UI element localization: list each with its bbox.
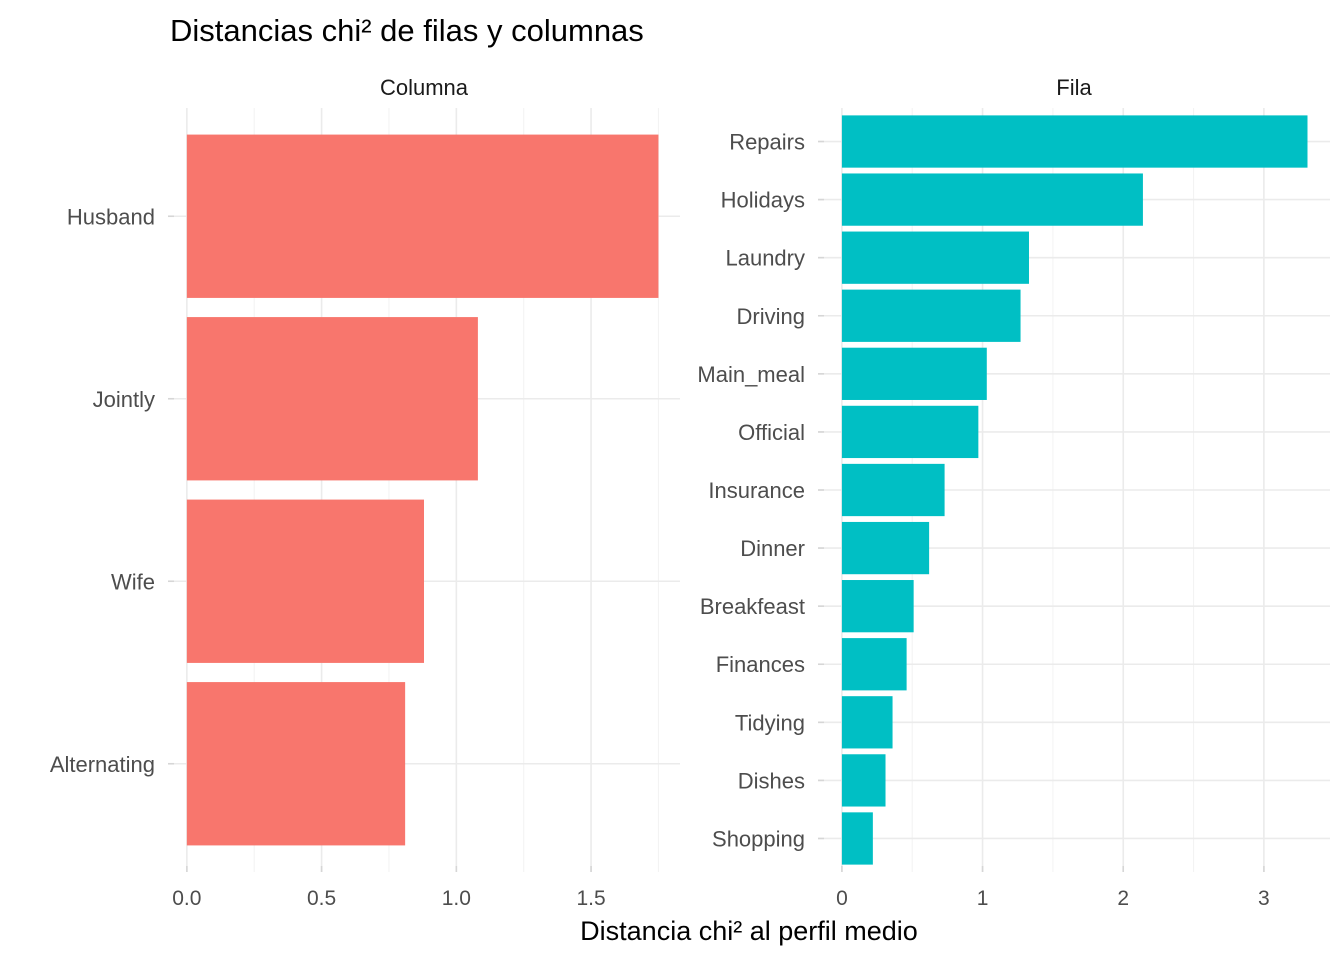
y-tick-label: Holidays (721, 188, 805, 213)
bar-dinner (841, 521, 930, 575)
x-tick-label: 2 (1117, 887, 1129, 910)
y-tick-label: Laundry (725, 246, 805, 271)
y-tick-label: Dishes (738, 768, 805, 793)
chart-title: Distancias chi² de filas y columnas (170, 13, 644, 48)
y-tick-label: Wife (111, 569, 155, 594)
bar-husband (186, 134, 659, 298)
bar-tidying (841, 696, 893, 749)
y-tick-label: Official (738, 420, 805, 445)
panel-strip-label: Columna (380, 75, 469, 100)
bar-breakfeast (841, 580, 914, 633)
panel-columna: Columna Husband Jointly Wife Alternating 0.0 0… (50, 75, 680, 910)
y-tick-label: Main_meal (697, 362, 805, 387)
bar-holidays (841, 173, 1143, 226)
bar-wife (186, 499, 424, 663)
y-tick-label: Insurance (708, 478, 805, 503)
panel-strip-label: Fila (1056, 75, 1092, 100)
x-tick-label: 0.0 (172, 887, 201, 910)
bar-insurance (841, 463, 945, 517)
y-tick-label: Finances (716, 652, 805, 677)
bar-driving (841, 289, 1021, 342)
x-tick-label: 3 (1258, 887, 1270, 910)
y-tick-label: Tidying (735, 710, 805, 735)
bar-finances (841, 638, 907, 691)
y-tick-label: Dinner (740, 536, 805, 561)
x-tick-label: 1 (977, 887, 989, 910)
y-tick-label: Alternating (50, 752, 155, 777)
panel-fila: Fila Repairs Holidays Laundry Driving Main_me… (697, 75, 1330, 910)
x-axis-label: Distancia chi² al perfil medio (580, 916, 918, 946)
bar-main-meal (841, 347, 987, 400)
y-tick-label: Driving (737, 304, 805, 329)
panels: Columna Husband Jointly Wife Alternating 0.0 0… (50, 75, 1330, 910)
bar-alternating (186, 682, 406, 846)
x-tick-label: 0 (836, 887, 848, 910)
bar-jointly (186, 317, 478, 481)
x-tick-label: 1.0 (442, 887, 471, 910)
y-tick-label: Jointly (93, 387, 155, 412)
y-tick-label: Husband (67, 204, 155, 229)
bar-repairs (841, 115, 1308, 168)
y-tick-label: Shopping (712, 826, 805, 851)
x-tick-label: 0.5 (307, 887, 336, 910)
bar-shopping (841, 812, 873, 865)
bar-dishes (841, 754, 886, 807)
y-tick-label: Repairs (729, 130, 805, 155)
bar-laundry (841, 231, 1029, 284)
y-tick-label: Breakfeast (700, 594, 805, 619)
bar-official (841, 405, 979, 459)
x-tick-label: 1.5 (576, 887, 605, 910)
